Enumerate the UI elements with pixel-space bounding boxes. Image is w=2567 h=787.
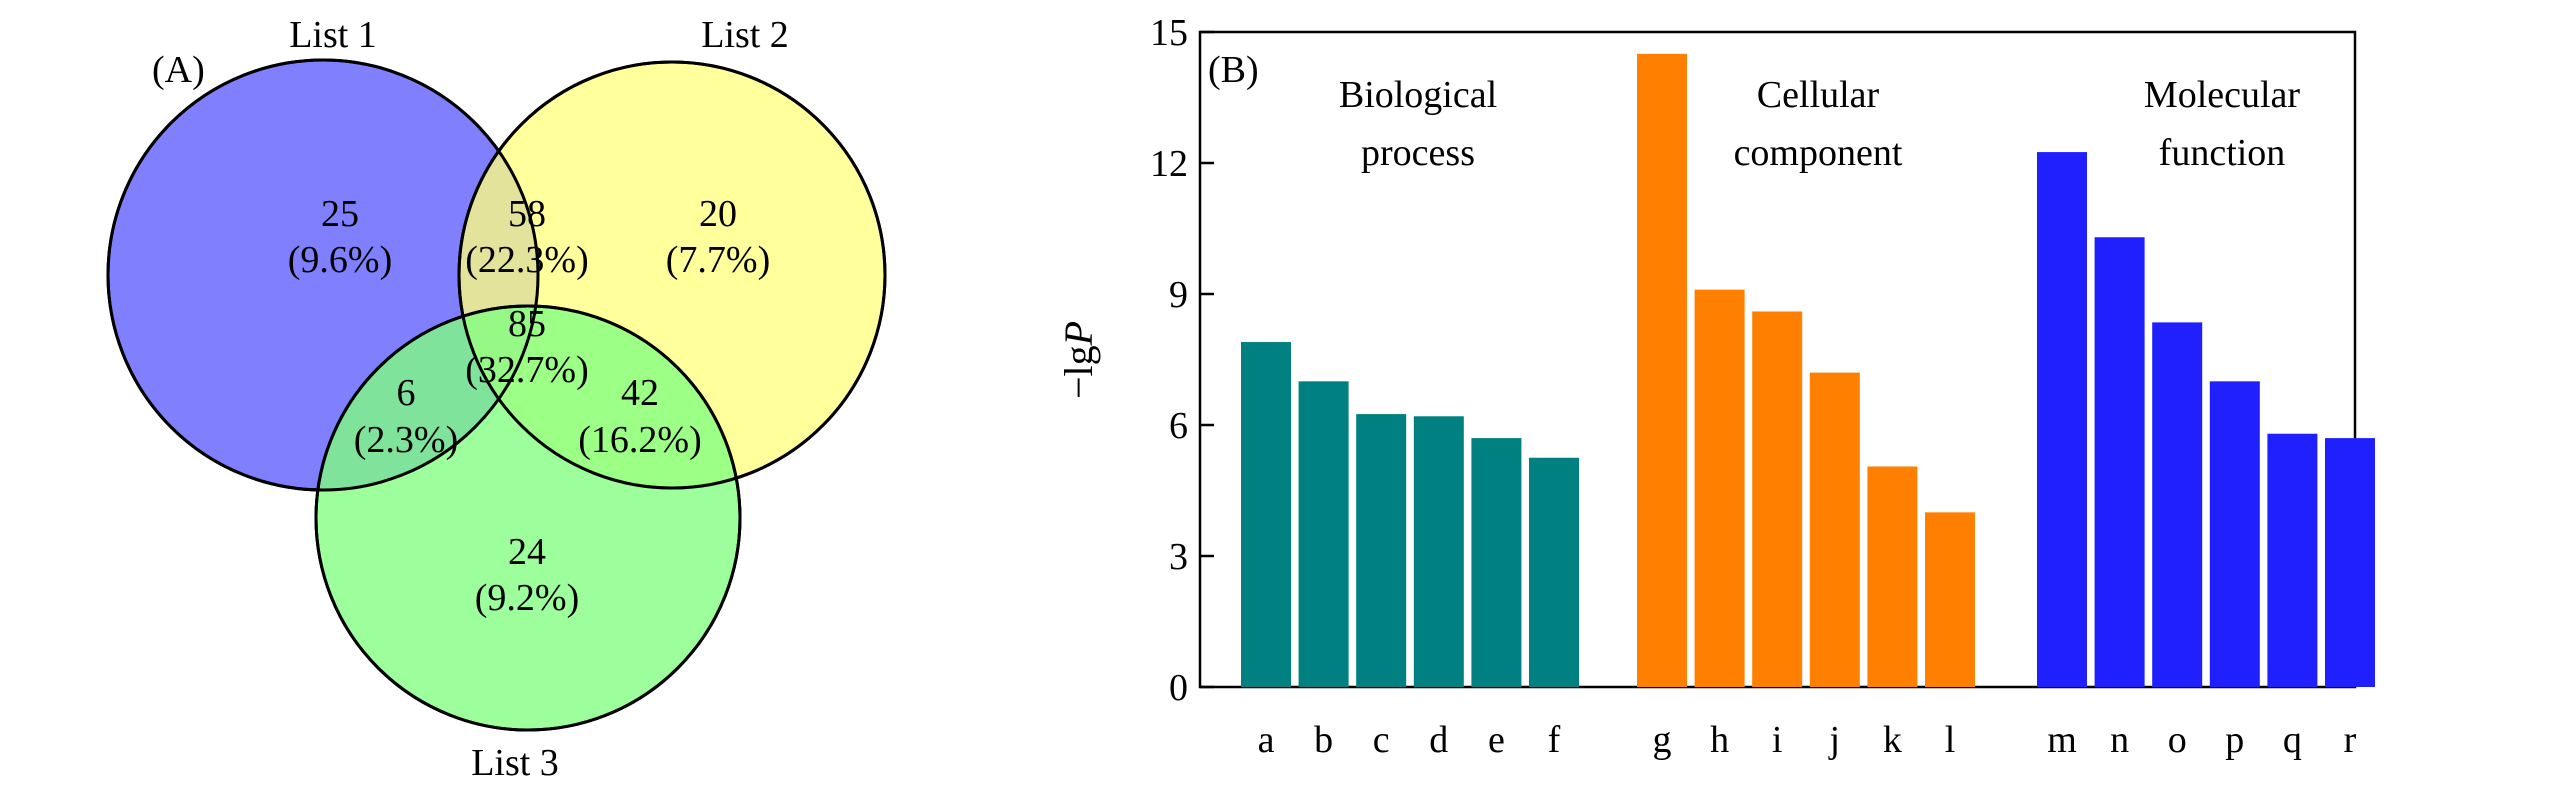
group-label: component <box>1734 132 1903 174</box>
y-tick-label: 12 <box>1150 143 1188 185</box>
x-tick-label: h <box>1710 719 1729 761</box>
bar-d <box>1413 416 1464 687</box>
group-label: Molecular <box>2144 74 2301 116</box>
region-percent: (9.6%) <box>288 239 392 281</box>
set-label-list-3: List 3 <box>471 742 559 784</box>
x-tick-label: r <box>2344 719 2357 761</box>
bar-l <box>1925 512 1975 687</box>
y-axis-title: −lgP <box>1056 321 1101 399</box>
venn-outline-list-2 <box>457 60 887 490</box>
x-tick-label: d <box>1429 719 1448 761</box>
region-percent: (9.2%) <box>475 577 579 619</box>
region-percent: (2.3%) <box>354 419 458 461</box>
group-label: Biological <box>1339 74 1497 116</box>
panel-label-a: (A) <box>152 49 205 91</box>
panel-label-b: (B) <box>1208 49 1259 91</box>
y-axis: 0 3 6 9 12 15 <box>1150 12 1214 709</box>
x-tick-label: e <box>1488 719 1505 761</box>
group-label: Cellular <box>1757 74 1880 116</box>
region-percent: (16.2%) <box>578 419 701 461</box>
bar-r <box>2325 438 2375 687</box>
x-tick-label: j <box>1828 719 1841 761</box>
bar-h <box>1694 289 1745 687</box>
region-count: 42 <box>621 372 659 414</box>
region-count: 24 <box>508 531 546 573</box>
bar-e <box>1471 438 1522 687</box>
y-axis-title-italic: P <box>1056 321 1101 346</box>
bar-f <box>1529 457 1579 687</box>
x-tick-label: l <box>1945 719 1956 761</box>
region-percent: (32.7%) <box>465 349 588 391</box>
group-labels: Biological process Cellular component Molecu… <box>1339 74 2301 174</box>
venn-panel: (A) List 1 List 2 List 3 25 (9.6%) 58 (2… <box>106 14 887 784</box>
y-tick-label: 6 <box>1169 405 1188 447</box>
venn-outline-list-3 <box>314 304 742 732</box>
x-tick-label: f <box>1548 719 1561 761</box>
x-tick-label: m <box>2047 719 2077 761</box>
region-count: 6 <box>397 372 416 414</box>
x-tick-label: g <box>1653 719 1672 761</box>
x-tick-label: q <box>2283 719 2302 761</box>
group-label: function <box>2159 132 2286 174</box>
x-tick-label: i <box>1772 719 1783 761</box>
region-percent: (22.3%) <box>465 239 588 281</box>
x-tick-label: p <box>2225 719 2244 761</box>
bar-i <box>1752 311 1803 687</box>
region-count: 85 <box>508 303 546 345</box>
y-tick-label: 0 <box>1169 667 1188 709</box>
region-percent: (7.7%) <box>666 239 770 281</box>
bar-b <box>1298 381 1349 687</box>
x-tick-label: a <box>1258 719 1275 761</box>
bar-j <box>1809 372 1860 687</box>
bar-c <box>1356 414 1407 687</box>
set-label-list-2: List 2 <box>701 14 789 56</box>
x-tick-label: o <box>2168 719 2187 761</box>
bar-m <box>2037 152 2087 688</box>
y-tick-label: 3 <box>1169 536 1188 578</box>
y-tick-label: 9 <box>1169 274 1188 316</box>
region-count: 25 <box>321 193 359 235</box>
y-tick-label: 15 <box>1150 12 1188 54</box>
x-tick-label: b <box>1314 719 1333 761</box>
bar-o <box>2152 322 2203 687</box>
group-label: process <box>1361 132 1475 174</box>
region-count: 20 <box>699 193 737 235</box>
x-tick-label: n <box>2110 719 2129 761</box>
bar-p <box>2209 381 2260 687</box>
bars <box>1241 53 2375 688</box>
region-count: 58 <box>508 193 546 235</box>
x-tick-label: k <box>1883 719 1902 761</box>
bar-n <box>2094 237 2145 687</box>
bar-a <box>1241 342 1291 687</box>
venn-outline-list-1 <box>106 58 540 492</box>
bar-k <box>1867 466 1918 687</box>
y-axis-title-main: −lg <box>1056 345 1101 399</box>
bar-g <box>1637 53 1687 688</box>
bar-q <box>2267 433 2318 687</box>
set-label-list-1: List 1 <box>289 14 377 56</box>
x-tick-label: c <box>1373 719 1390 761</box>
